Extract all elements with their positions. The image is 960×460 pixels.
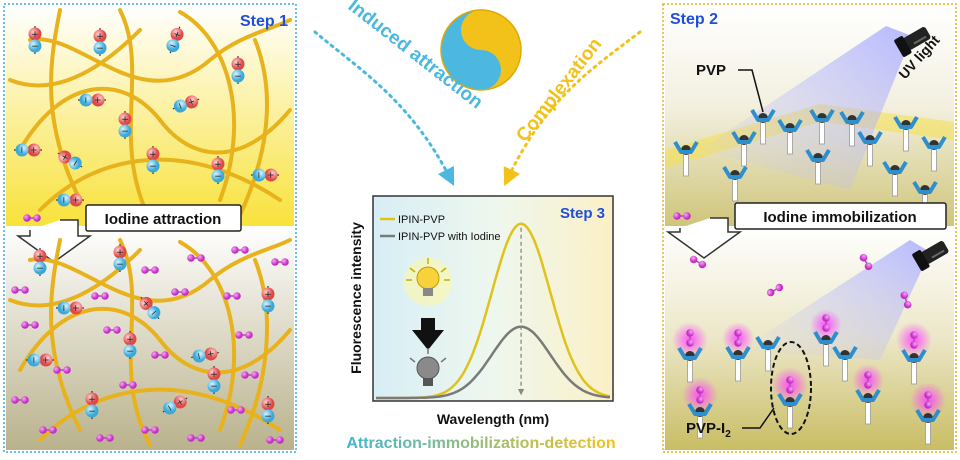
bulb-down-arrow-icon: [412, 318, 444, 350]
pvp-label: PVP: [696, 62, 726, 79]
right-panel-frame: [662, 3, 957, 453]
legend-label-ipin-pvp-iodine: IPIN-PVP with Iodine: [398, 231, 501, 243]
induced-attraction-arrow: [313, 30, 455, 187]
left-panel-frame: [3, 3, 297, 453]
iodine-attraction-callout: Iodine attraction: [15, 204, 242, 263]
legend-label-ipin-pvp: IPIN-PVP: [398, 214, 445, 226]
pvp-i2-highlight: [770, 341, 812, 435]
fiber-network-bottom: [8, 238, 292, 447]
footer-caption: Attraction-immobilization-detection: [346, 435, 615, 452]
iodine-immobilization-callout: Iodine immobilization: [665, 202, 947, 259]
chart-xlabel: Wavelength (nm): [437, 411, 549, 427]
complexation-arrow: [503, 30, 642, 187]
fluorescence-chart: Fluorescence intensity Wavelength (nm) S…: [348, 195, 614, 427]
step-1-label: Step 1: [240, 13, 288, 30]
fiber-network-top: [8, 8, 292, 222]
step-3-label: Step 3: [560, 205, 605, 222]
down-arrow-icon-right: [665, 217, 743, 259]
left-panel: Step 1 Iodine attraction: [3, 3, 297, 453]
dim-bulb-icon: [409, 348, 447, 386]
lit-bulb-icon: [404, 258, 452, 306]
pvp-i2-subscript: 2: [725, 429, 731, 440]
iodine-attraction-text: Iodine attraction: [105, 211, 222, 228]
down-arrow-icon: [15, 219, 93, 263]
iodine-immobilization-text: Iodine immobilization: [763, 209, 916, 226]
complexation-label: Complexation: [512, 34, 606, 146]
pvp-i2-label: PVP-I2: [686, 420, 731, 440]
center-area: Induced attraction Complexation Fluoresc…: [313, 0, 642, 452]
yin-yang-icon: [440, 9, 522, 91]
step-2-label: Step 2: [670, 11, 718, 28]
uv-beam-bottom: [740, 240, 930, 360]
pvp-i2-complexes: [672, 309, 946, 446]
chart-ylabel: Fluorescence intensity: [348, 222, 364, 374]
uv-beam-top: [700, 26, 912, 190]
surface-edge-top: [665, 104, 954, 168]
pvp-i2-pointer: [742, 407, 775, 429]
chart-legend: IPIN-PVP IPIN-PVP with Iodine: [380, 214, 501, 243]
series-line-ipin-pvp-iodine: [376, 325, 611, 400]
pvp-pointer: [738, 69, 764, 113]
right-panel: Step 2 UV light PVP Iodine immobilizatio…: [662, 3, 957, 453]
